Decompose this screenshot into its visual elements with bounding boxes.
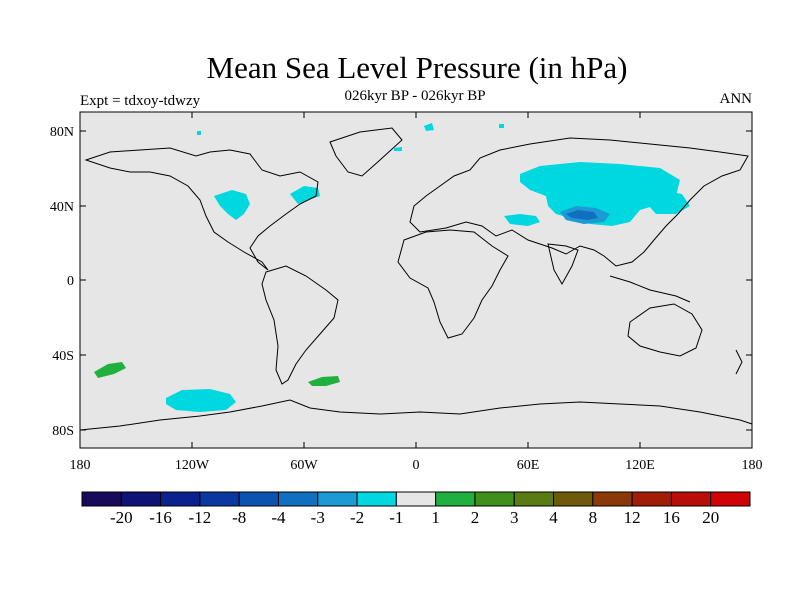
colorbar-swatch <box>317 491 358 507</box>
x-tick-label: 120E <box>625 458 655 473</box>
anomaly-east-asia <box>640 190 690 214</box>
colorbar-label: -8 <box>232 508 246 527</box>
coastline-eurasia <box>409 137 749 267</box>
anomaly-tibet-center <box>566 210 598 220</box>
x-tick-label: 0 <box>413 458 420 473</box>
x-tick-label: 180 <box>742 458 763 473</box>
anomaly-central-asia <box>520 162 680 226</box>
y-axis <box>80 130 752 431</box>
anomaly-arctic-1 <box>424 123 434 131</box>
coastline-north-america <box>84 147 319 271</box>
y-tick-label: 0 <box>67 274 74 289</box>
coastline-southeast-asia <box>609 275 691 303</box>
y-tick-labels: 80N 40N 0 40S 80S <box>50 125 74 439</box>
colorbar-swatch <box>710 491 751 507</box>
x-tick-label: 60E <box>517 458 540 473</box>
anomaly-arctic-2 <box>394 147 402 151</box>
colorbar-label: 2 <box>471 508 480 527</box>
anomaly-south-pacific-east <box>94 362 126 378</box>
coastline-greenland <box>329 127 403 177</box>
coastline-india <box>547 243 579 286</box>
colorbar-swatch <box>277 491 319 507</box>
colorbar: -20 -16 -12 -8 -4 -3 -2 -1 1 2 3 4 8 12 16 20 <box>81 491 751 527</box>
colorbar-label: 1 <box>431 508 440 527</box>
colorbar-swatch <box>631 491 672 507</box>
plot-subtitle: 026kyr BP - 026kyr BP <box>344 88 486 104</box>
anomaly-southern-ocean-pacific <box>166 389 236 412</box>
colorbar-swatch <box>553 491 594 507</box>
y-tick-label: 80N <box>50 125 74 140</box>
x-tick-labels: 180 120W 60W 0 60E 120E 180 <box>70 458 763 473</box>
colorbar-swatch <box>670 491 712 507</box>
anomaly-arctic-3 <box>499 124 504 128</box>
colorbar-swatch <box>592 491 633 507</box>
colorbar-label: 16 <box>663 508 680 527</box>
anomaly-north-atlantic-coast <box>290 186 320 204</box>
y-tick-label: 40N <box>50 200 74 215</box>
colorbar-label: -20 <box>110 508 133 527</box>
colorbar-label: 4 <box>549 508 558 527</box>
anomaly-central-asia-west <box>504 214 540 226</box>
colorbar-swatch <box>120 491 162 507</box>
experiment-label: Expt = tdxoy-tdwzy <box>80 93 201 109</box>
colorbar-label: 12 <box>624 508 641 527</box>
colorbar-label: -1 <box>389 508 403 527</box>
x-axis <box>191 112 641 448</box>
colorbar-swatch <box>513 491 555 507</box>
anomaly-south-atlantic <box>308 376 340 386</box>
colorbar-label: -12 <box>189 508 212 527</box>
x-tick-label: 120W <box>175 458 210 473</box>
x-tick-label: 180 <box>70 458 91 473</box>
coastline-south-america <box>261 265 339 385</box>
y-tick-label: 80S <box>52 424 74 439</box>
colorbar-swatch <box>356 491 397 507</box>
season-label: ANN <box>719 91 753 107</box>
coastlines <box>79 127 753 431</box>
colorbar-label: -4 <box>271 508 286 527</box>
colorbar-label: 8 <box>589 508 598 527</box>
colorbar-swatch <box>238 491 279 507</box>
colorbar-swatch <box>199 491 240 507</box>
colorbar-swatch <box>435 491 476 507</box>
coastline-australia <box>627 303 703 357</box>
colorbar-swatch <box>81 491 122 507</box>
colorbar-label: 3 <box>510 508 519 527</box>
coastline-antarctica <box>79 399 753 431</box>
coastline-africa <box>397 229 509 339</box>
colorbar-label: -2 <box>350 508 364 527</box>
anomaly-regions <box>94 123 690 412</box>
coastline-new-zealand <box>735 349 743 375</box>
colorbar-label: -3 <box>311 508 325 527</box>
colorbar-swatch <box>395 491 437 507</box>
plot-title: Mean Sea Level Pressure (in hPa) <box>206 50 628 85</box>
anomaly-north-america-west <box>214 190 250 220</box>
colorbar-swatch <box>474 491 515 507</box>
x-tick-label: 60W <box>290 458 318 473</box>
anomaly-arctic-4 <box>197 131 201 135</box>
colorbar-swatch <box>160 491 201 507</box>
colorbar-label: -16 <box>149 508 172 527</box>
y-tick-label: 40S <box>52 349 74 364</box>
colorbar-label: 20 <box>702 508 719 527</box>
